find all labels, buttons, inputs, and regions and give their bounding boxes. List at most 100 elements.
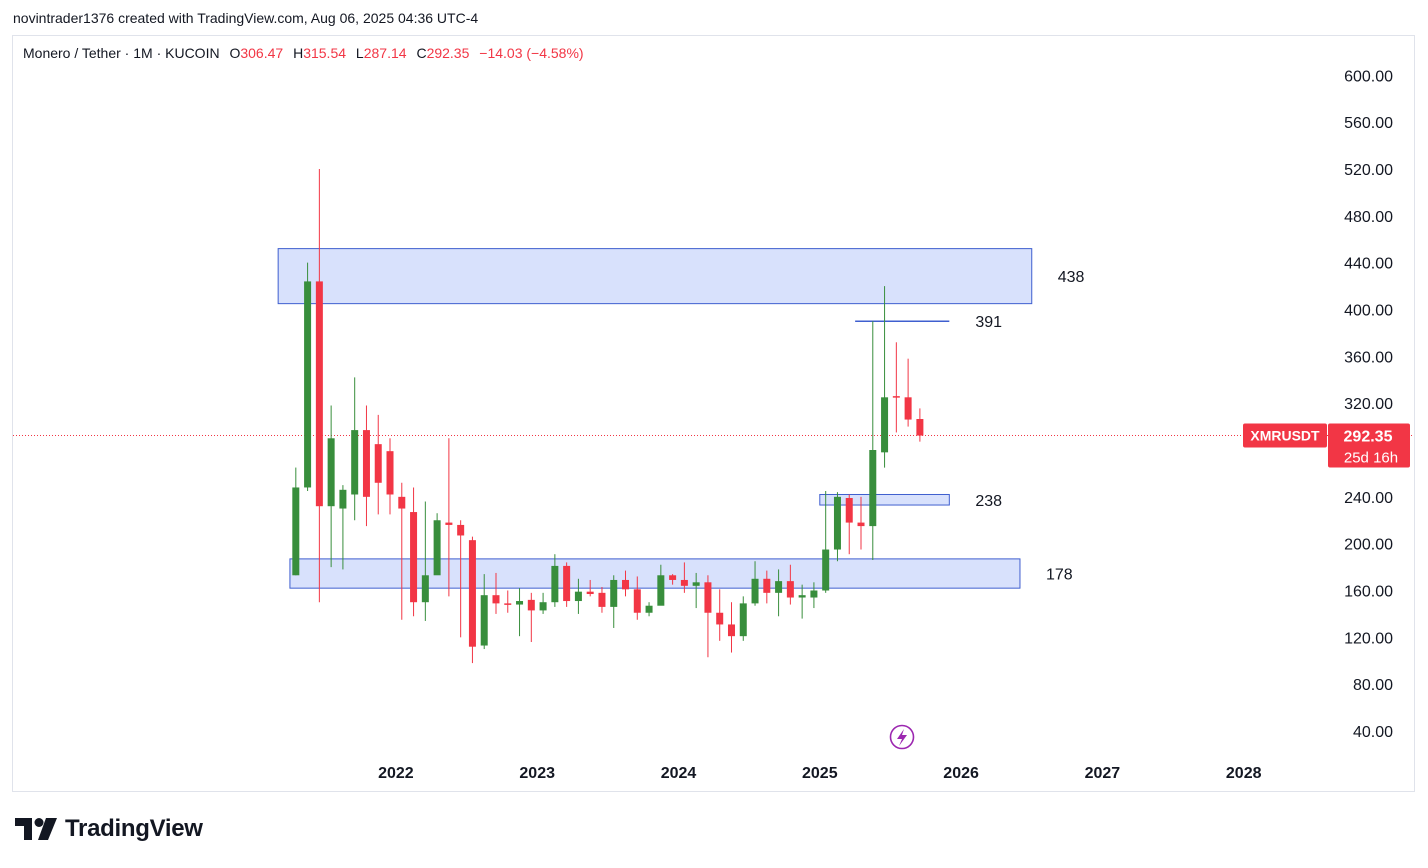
annotation-label-178: 178 bbox=[1046, 567, 1073, 584]
candle-body bbox=[822, 549, 830, 591]
candle-2024-10 bbox=[786, 564, 794, 605]
candle-body bbox=[351, 430, 359, 495]
candle-body bbox=[622, 579, 630, 590]
candle-body bbox=[315, 281, 323, 507]
candle-body bbox=[881, 397, 889, 453]
y-tick-label: 80.00 bbox=[1353, 677, 1393, 694]
candle-2025-06 bbox=[881, 286, 889, 468]
candle-body bbox=[786, 581, 794, 598]
close-label: C bbox=[416, 45, 427, 61]
zone-178 bbox=[289, 558, 1021, 589]
candle-body bbox=[798, 595, 806, 598]
candle-body bbox=[468, 540, 476, 647]
candle-body bbox=[833, 496, 841, 550]
candle-2022-03 bbox=[421, 501, 429, 621]
candle-2021-08 bbox=[339, 485, 347, 570]
y-tick-label: 240.00 bbox=[1344, 490, 1393, 507]
y-tick-label: 520.00 bbox=[1344, 162, 1393, 179]
candle-2023-10 bbox=[645, 602, 653, 617]
candle-2025-07 bbox=[892, 342, 900, 433]
candle-body bbox=[304, 281, 312, 488]
candle-body bbox=[892, 396, 900, 398]
candle-2025-04 bbox=[857, 496, 865, 550]
candle-body bbox=[716, 612, 724, 625]
candle-body bbox=[527, 599, 535, 611]
y-tick-label: 360.00 bbox=[1344, 349, 1393, 366]
high-label: H bbox=[293, 45, 304, 61]
y-tick-label: 40.00 bbox=[1353, 724, 1393, 741]
candle-2022-10 bbox=[504, 590, 512, 613]
low-label: L bbox=[355, 45, 364, 61]
candle-body bbox=[433, 520, 441, 576]
candle-body bbox=[563, 565, 571, 602]
candle-2022-12 bbox=[527, 592, 535, 643]
price-badge-bg bbox=[1328, 423, 1410, 468]
candle-2023-09 bbox=[633, 576, 641, 620]
candle-body bbox=[657, 575, 665, 606]
candle-body bbox=[574, 591, 582, 602]
candle-body bbox=[492, 595, 500, 604]
candle-body bbox=[680, 579, 688, 586]
candle-body bbox=[916, 419, 924, 436]
candle-body bbox=[763, 578, 771, 593]
candle-body bbox=[410, 512, 418, 603]
ticker-badge-bg bbox=[1243, 423, 1327, 448]
annotation-label-438: 438 bbox=[1058, 269, 1085, 286]
candle-2025-05 bbox=[869, 321, 877, 561]
candle-2021-11 bbox=[374, 414, 382, 515]
y-tick-label: 480.00 bbox=[1344, 209, 1393, 226]
candle-2022-05 bbox=[445, 438, 453, 597]
candle-2022-06 bbox=[457, 520, 465, 638]
candle-body bbox=[727, 624, 735, 637]
candle-2023-12 bbox=[669, 574, 677, 585]
candle-2023-03 bbox=[563, 562, 571, 607]
candle-2025-09 bbox=[916, 408, 924, 442]
y-tick-label: 120.00 bbox=[1344, 630, 1393, 647]
open-label: O bbox=[229, 45, 241, 61]
candle-body bbox=[445, 522, 453, 525]
chart-caption: novintrader1376 created with TradingView… bbox=[13, 10, 479, 26]
candle-2024-01 bbox=[680, 562, 688, 593]
candle-2022-07 bbox=[468, 536, 476, 664]
x-tick-label: 2025 bbox=[802, 765, 838, 782]
candle-2021-07 bbox=[327, 405, 335, 568]
candle-2022-08 bbox=[480, 574, 488, 650]
candle-body bbox=[869, 450, 877, 527]
candle-body bbox=[457, 524, 465, 536]
candle-2022-09 bbox=[492, 572, 500, 614]
candle-body bbox=[516, 601, 524, 605]
alert-icon-bolt bbox=[897, 729, 907, 746]
close-value: 292.35 bbox=[426, 45, 470, 61]
candle-2021-05 bbox=[304, 262, 312, 491]
chart-frame bbox=[12, 35, 1415, 792]
candle-2023-02 bbox=[551, 554, 559, 607]
low-value: 287.14 bbox=[363, 45, 407, 61]
candle-2021-10 bbox=[362, 405, 370, 527]
candle-2025-08 bbox=[904, 358, 912, 427]
candle-2024-02 bbox=[692, 572, 700, 609]
candle-2024-05 bbox=[727, 602, 735, 653]
ticker-badge-label: XMRUSDT bbox=[1250, 428, 1320, 444]
zone-238 bbox=[819, 493, 950, 506]
candle-body bbox=[751, 578, 759, 604]
y-tick-label: 560.00 bbox=[1344, 115, 1393, 132]
candle-body bbox=[374, 444, 382, 483]
candle-2024-08 bbox=[763, 570, 771, 604]
candle-body bbox=[504, 603, 512, 605]
y-tick-label: 400.00 bbox=[1344, 303, 1393, 320]
lightning-bolt-icon[interactable] bbox=[889, 724, 915, 750]
candle-body bbox=[739, 603, 747, 637]
candle-body bbox=[810, 590, 818, 598]
candle-2022-11 bbox=[516, 588, 524, 637]
candle-2023-06 bbox=[598, 586, 606, 613]
x-tick-label: 2022 bbox=[378, 765, 414, 782]
open-value: 306.47 bbox=[240, 45, 284, 61]
candle-2021-06 bbox=[315, 169, 323, 603]
price-badge-countdown: 25d 16h bbox=[1344, 450, 1398, 467]
candle-2023-07 bbox=[610, 575, 618, 628]
y-tick-label: 600.00 bbox=[1344, 68, 1393, 85]
high-value: 315.54 bbox=[303, 45, 347, 61]
candle-2025-03 bbox=[845, 494, 853, 555]
candle-2024-04 bbox=[716, 589, 724, 641]
